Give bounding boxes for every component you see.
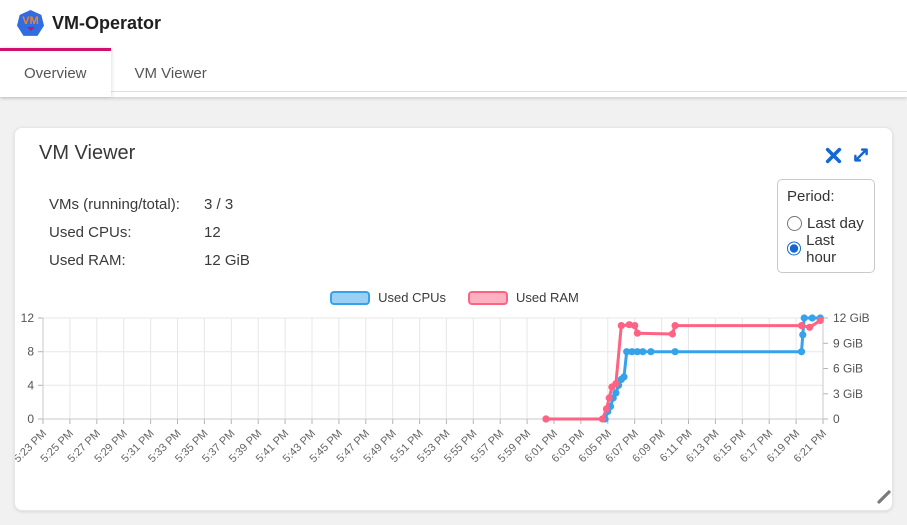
stat-label-cpus: Used CPUs: [49, 223, 132, 241]
legend-label-cpu: Used CPUs [378, 290, 447, 305]
card-actions [825, 146, 870, 164]
stat-label-vms: VMs (running/total): [49, 195, 180, 213]
app-header: VM VM-Operator Overview VM Viewer [0, 0, 907, 97]
chart-legend: Used CPUs Used RAM [15, 290, 894, 305]
usage-chart-svg: 5:23 PM5:25 PM5:27 PM5:29 PM5:31 PM5:33 … [15, 311, 870, 465]
stat-value-ram: 12 GiB [204, 251, 250, 269]
svg-text:8: 8 [27, 345, 34, 359]
legend-item-used-cpus[interactable]: Used CPUs [330, 290, 446, 305]
legend-swatch-cpu [330, 290, 371, 305]
svg-text:3 GiB: 3 GiB [833, 387, 863, 401]
resize-handle[interactable] [874, 487, 894, 507]
tab-bar: Overview VM Viewer [0, 48, 907, 97]
legend-label-ram: Used RAM [516, 290, 579, 305]
stats-list: VMs (running/total): 3 / 3 Used CPUs: 12… [49, 190, 250, 274]
stat-label-ram: Used RAM: [49, 251, 126, 269]
period-selector: Period: Last day Last hour [777, 179, 875, 273]
svg-text:9 GiB: 9 GiB [833, 336, 863, 350]
close-icon [825, 147, 843, 164]
logo-text: VM [22, 15, 39, 27]
radio-last-hour-input[interactable] [787, 241, 802, 256]
expand-icon [852, 146, 870, 164]
stat-row-ram: Used RAM: 12 GiB [49, 246, 250, 274]
app-title: VM-Operator [52, 13, 162, 33]
stat-value-vms: 3 / 3 [204, 195, 234, 213]
svg-text:12: 12 [21, 311, 35, 325]
vm-operator-logo-icon: VM [17, 10, 44, 36]
radio-last-hour[interactable]: Last hour [787, 232, 865, 266]
tab-overview[interactable]: Overview [0, 48, 111, 97]
logo-arrow-icon [26, 27, 35, 31]
tab-overview-label: Overview [24, 65, 87, 82]
tab-vm-viewer-label: VM Viewer [134, 65, 207, 82]
card-title: VM Viewer [39, 142, 136, 164]
vm-viewer-card: VM Viewer [14, 127, 893, 511]
close-button[interactable] [825, 146, 843, 164]
svg-text:0: 0 [833, 412, 840, 426]
legend-item-used-ram[interactable]: Used RAM [468, 290, 579, 305]
stat-value-cpus: 12 [204, 223, 221, 241]
radio-last-hour-label: Last hour [806, 231, 837, 266]
app-brand: VM VM-Operator [17, 10, 161, 37]
svg-text:12 GiB: 12 GiB [833, 311, 870, 325]
radio-last-day[interactable]: Last day [787, 211, 865, 236]
resize-handle-icon [874, 490, 894, 511]
stat-row-vms: VMs (running/total): 3 / 3 [49, 190, 250, 218]
period-label: Period: [787, 188, 835, 205]
usage-chart: 5:23 PM 5:25 PM 5:27 PM 5:29 PM 5:31 PM 5:33 … [15, 298, 894, 510]
svg-text:4: 4 [27, 378, 34, 392]
svg-text:6 GiB: 6 GiB [833, 362, 863, 376]
radio-last-day-label: Last day [807, 215, 864, 232]
svg-text:0: 0 [27, 412, 34, 426]
expand-button[interactable] [852, 146, 870, 164]
legend-swatch-ram [468, 290, 509, 305]
radio-last-day-input[interactable] [787, 216, 802, 231]
tab-vm-viewer[interactable]: VM Viewer [111, 48, 231, 97]
stat-row-cpus: Used CPUs: 12 [49, 218, 250, 246]
